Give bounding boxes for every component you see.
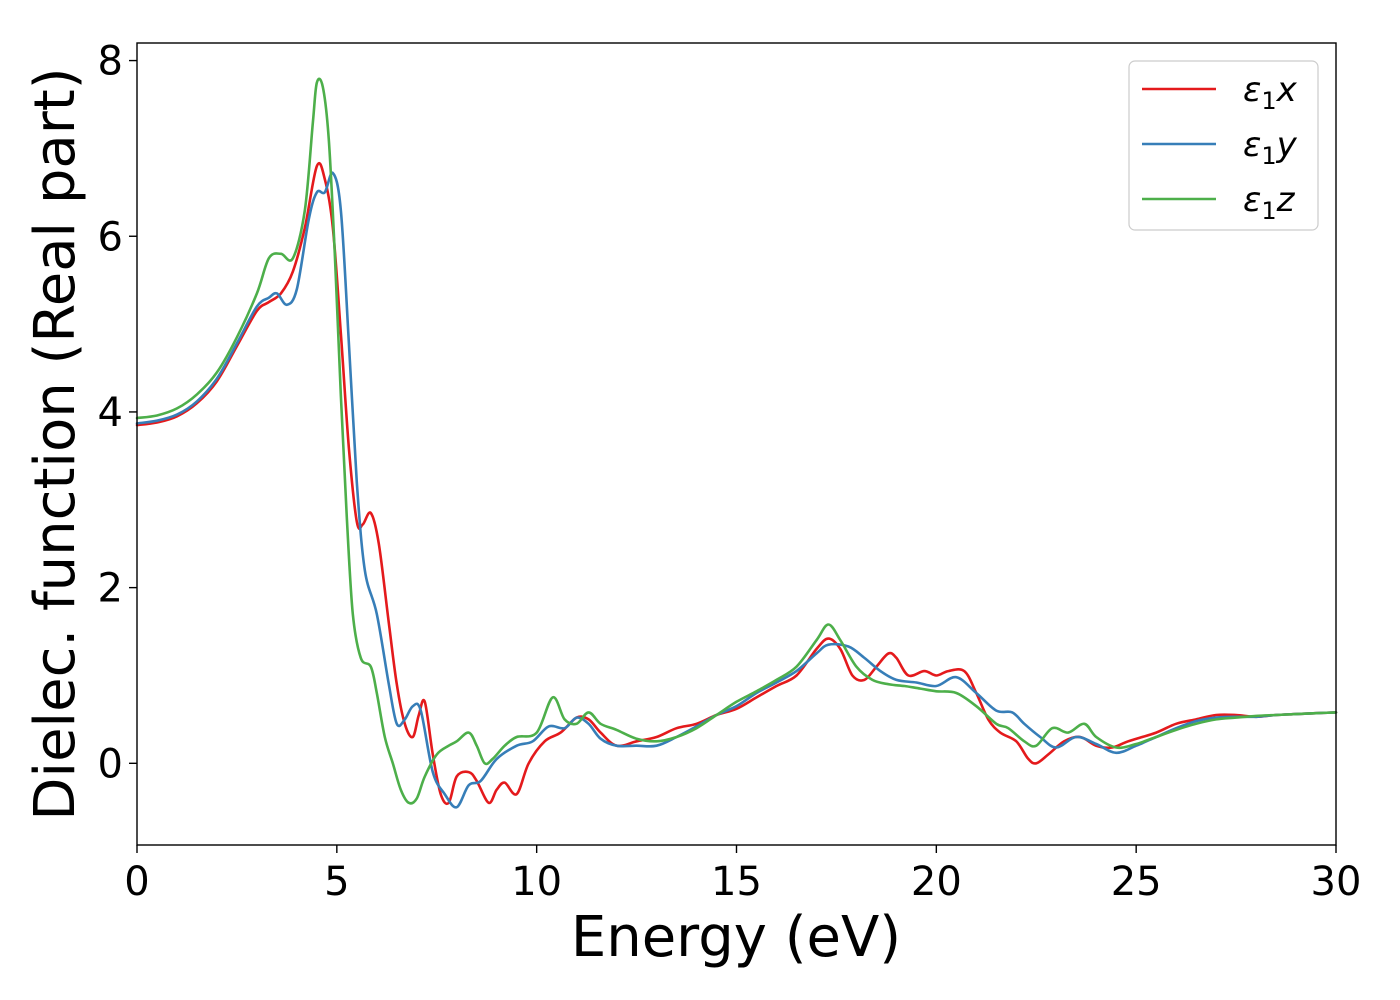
x-axis-ticks: 0 5 10 15 20 25 30 (124, 845, 1361, 905)
x-tick-label: 30 (1311, 859, 1362, 905)
y-tick-label: 0 (98, 741, 123, 787)
series-layer (135, 77, 1338, 809)
legend-box (1128, 60, 1319, 231)
y-tick-label: 4 (98, 390, 123, 436)
series-line-x (135, 161, 1338, 806)
legend-label-y: ε1y (1243, 125, 1298, 170)
legend-label-x: ε1x (1243, 70, 1298, 115)
series-line-z (135, 77, 1338, 805)
legend-label-z: ε1z (1243, 180, 1296, 225)
x-axis-label: Energy (eV) (571, 905, 901, 970)
y-axis-label: Dielec. function (Real part) (23, 67, 88, 820)
x-tick-label: 25 (1111, 859, 1162, 905)
y-tick-label: 2 (98, 566, 123, 612)
y-axis-ticks: 0 2 4 6 8 (98, 39, 137, 787)
series-line-y (135, 171, 1338, 809)
x-tick-label: 10 (511, 859, 562, 905)
y-tick-label: 8 (98, 39, 123, 85)
y-tick-label: 6 (98, 214, 123, 260)
legend: ε1x ε1y ε1z (1128, 60, 1319, 231)
x-tick-label: 15 (711, 859, 762, 905)
x-tick-label: 5 (324, 859, 349, 905)
x-tick-label: 20 (911, 859, 962, 905)
x-tick-label: 0 (124, 859, 149, 905)
